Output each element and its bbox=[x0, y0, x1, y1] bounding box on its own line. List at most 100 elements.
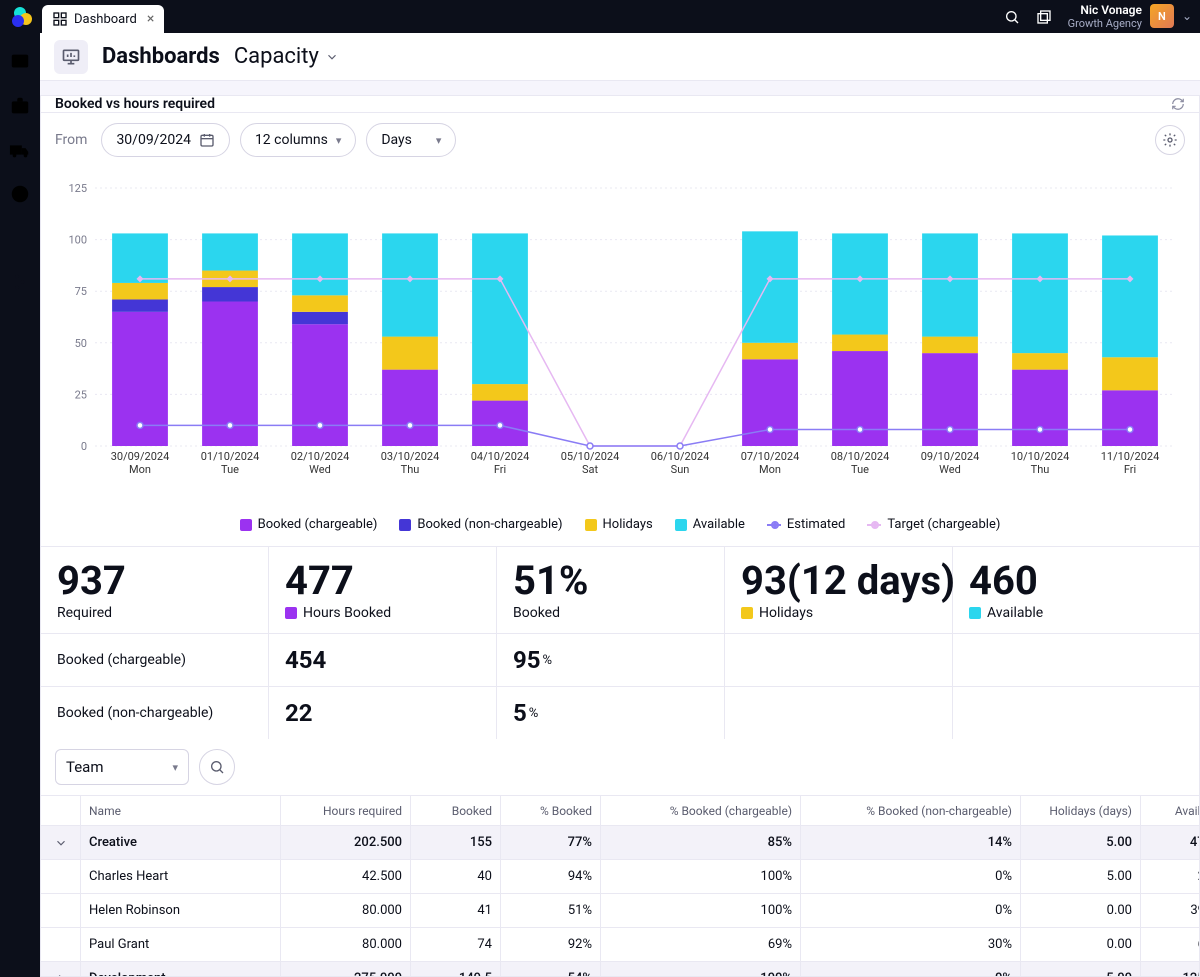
legend-label: Target (chargeable) bbox=[887, 517, 1000, 532]
chart-settings-button[interactable] bbox=[1155, 125, 1185, 155]
cell-hours-req: 80.000 bbox=[281, 928, 411, 961]
legend-item[interactable]: Holidays bbox=[585, 517, 653, 532]
app-logo[interactable] bbox=[8, 3, 36, 31]
close-icon[interactable]: × bbox=[147, 11, 154, 27]
tab-label: Dashboard bbox=[74, 12, 137, 27]
col-header[interactable]: Booked bbox=[411, 796, 501, 825]
legend-item[interactable]: Available bbox=[675, 517, 745, 532]
unit-select[interactable]: Days ▾ bbox=[366, 123, 456, 157]
dashboard-icon bbox=[52, 11, 68, 27]
booked-nch-pct: 5 bbox=[513, 699, 527, 727]
cell-holidays: 5.00 bbox=[1021, 826, 1141, 859]
cell-pct-booked: 54% bbox=[501, 962, 601, 977]
sidebar-settings-icon[interactable] bbox=[9, 271, 31, 293]
expand-toggle bbox=[41, 860, 81, 893]
search-icon bbox=[209, 759, 225, 775]
cell-booked: 74 bbox=[411, 928, 501, 961]
user-menu[interactable]: Nic Vonage Growth Agency N ⌄ bbox=[1068, 3, 1192, 31]
sidebar-clock-icon[interactable] bbox=[9, 183, 31, 205]
table-header: NameHours requiredBooked% Booked% Booked… bbox=[41, 796, 1199, 826]
table-row[interactable]: Creative202.50015577%85%14%5.0047.50 bbox=[41, 826, 1199, 860]
columns-select[interactable]: 12 columns ▾ bbox=[240, 123, 356, 157]
tab-dashboard[interactable]: Dashboard × bbox=[42, 5, 164, 33]
topbar: Dashboard × Nic Vonage Growth Agency N ⌄ bbox=[0, 0, 1200, 33]
svg-text:30/09/2024: 30/09/2024 bbox=[111, 450, 170, 463]
svg-text:09/10/2024: 09/10/2024 bbox=[921, 450, 980, 463]
cell-hours-req: 275.000 bbox=[281, 962, 411, 977]
color-swatch bbox=[675, 519, 687, 531]
available-value: 460 bbox=[969, 559, 1165, 603]
required-value: 937 bbox=[57, 559, 252, 603]
presentation-icon bbox=[54, 40, 88, 74]
col-header[interactable]: % Booked bbox=[501, 796, 601, 825]
team-label: Team bbox=[66, 758, 104, 776]
cell-pct-booked: 92% bbox=[501, 928, 601, 961]
refresh-icon[interactable] bbox=[1171, 97, 1185, 111]
cell-pct-nch: 30% bbox=[801, 928, 1021, 961]
table-row[interactable]: Charles Heart42.5004094%100%0%5.002.50 bbox=[41, 860, 1199, 894]
col-header[interactable]: % Booked (non-chargeable) bbox=[801, 796, 1021, 825]
expand-toggle[interactable] bbox=[41, 826, 81, 859]
table-row[interactable]: Helen Robinson80.0004151%100%0%0.0039.00 bbox=[41, 894, 1199, 928]
svg-text:10/10/2024: 10/10/2024 bbox=[1011, 450, 1070, 463]
col-header[interactable]: Hours required bbox=[281, 796, 411, 825]
svg-text:05/10/2024: 05/10/2024 bbox=[561, 450, 620, 463]
sidebar-truck-icon[interactable] bbox=[9, 139, 31, 161]
team-select[interactable]: Team ▾ bbox=[55, 749, 189, 785]
cell-pct-nch: 0% bbox=[801, 860, 1021, 893]
legend-label: Available bbox=[693, 517, 745, 532]
svg-text:Wed: Wed bbox=[939, 463, 961, 476]
svg-text:Fri: Fri bbox=[1124, 463, 1136, 476]
hours-booked-value: 477 bbox=[285, 559, 480, 603]
sidebar bbox=[0, 33, 40, 977]
color-dot bbox=[285, 607, 297, 619]
user-org: Growth Agency bbox=[1068, 17, 1142, 30]
cell-pct-nch: 14% bbox=[801, 826, 1021, 859]
color-swatch bbox=[585, 519, 597, 531]
color-swatch bbox=[240, 519, 252, 531]
search-button[interactable] bbox=[199, 749, 235, 785]
svg-text:02/10/2024: 02/10/2024 bbox=[291, 450, 350, 463]
svg-text:Tue: Tue bbox=[221, 463, 239, 476]
windows-icon[interactable] bbox=[1036, 9, 1052, 25]
cell-name: Charles Heart bbox=[81, 860, 281, 893]
cell-booked: 41 bbox=[411, 894, 501, 927]
legend-label: Booked (non-chargeable) bbox=[417, 517, 562, 532]
cell-booked: 40 bbox=[411, 860, 501, 893]
col-header[interactable]: % Booked (chargeable) bbox=[601, 796, 801, 825]
legend-item[interactable]: Booked (non-chargeable) bbox=[399, 517, 562, 532]
sidebar-briefcase-icon[interactable] bbox=[9, 95, 31, 117]
legend-item[interactable]: Target (chargeable) bbox=[867, 517, 1000, 532]
line-marker-icon bbox=[867, 520, 881, 530]
svg-text:Fri: Fri bbox=[494, 463, 506, 476]
cell-holidays: 0.00 bbox=[1021, 928, 1141, 961]
cell-booked: 155 bbox=[411, 826, 501, 859]
capacity-label: Capacity bbox=[234, 44, 319, 69]
col-header[interactable]: Holidays (days) bbox=[1021, 796, 1141, 825]
col-header[interactable]: Name bbox=[81, 796, 281, 825]
table-row[interactable]: Paul Grant80.0007492%69%30%0.006.00 bbox=[41, 928, 1199, 962]
cell-holidays: 0.00 bbox=[1021, 894, 1141, 927]
date-picker[interactable]: 30/09/2024 bbox=[101, 123, 230, 157]
chevron-down-icon: ▾ bbox=[436, 134, 442, 147]
capacity-chart: 025507510012530/09/2024Mon01/10/2024Tue0… bbox=[55, 167, 1185, 497]
table-row[interactable]: Development275.000149.554%100%0%5.00125.… bbox=[41, 962, 1199, 977]
svg-text:04/10/2024: 04/10/2024 bbox=[471, 450, 530, 463]
col-header[interactable]: Available bbox=[1141, 796, 1200, 825]
expand-toggle[interactable] bbox=[41, 962, 81, 977]
legend-item[interactable]: Estimated bbox=[767, 517, 845, 532]
search-icon[interactable] bbox=[1004, 9, 1020, 25]
cell-name: Development bbox=[81, 962, 281, 977]
chevron-down-icon: ▾ bbox=[172, 761, 178, 774]
sidebar-reports-icon[interactable] bbox=[9, 227, 31, 249]
capacity-dropdown[interactable]: Capacity bbox=[234, 44, 339, 69]
cell-pct-ch: 100% bbox=[601, 894, 801, 927]
sidebar-dashboard-icon[interactable] bbox=[9, 51, 31, 73]
legend-item[interactable]: Booked (chargeable) bbox=[240, 517, 378, 532]
cell-pct-ch: 85% bbox=[601, 826, 801, 859]
booked-ch-val: 454 bbox=[285, 646, 326, 674]
svg-text:03/10/2024: 03/10/2024 bbox=[381, 450, 440, 463]
color-dot bbox=[969, 607, 981, 619]
svg-text:25: 25 bbox=[75, 388, 87, 401]
chevron-down-icon bbox=[54, 836, 68, 850]
